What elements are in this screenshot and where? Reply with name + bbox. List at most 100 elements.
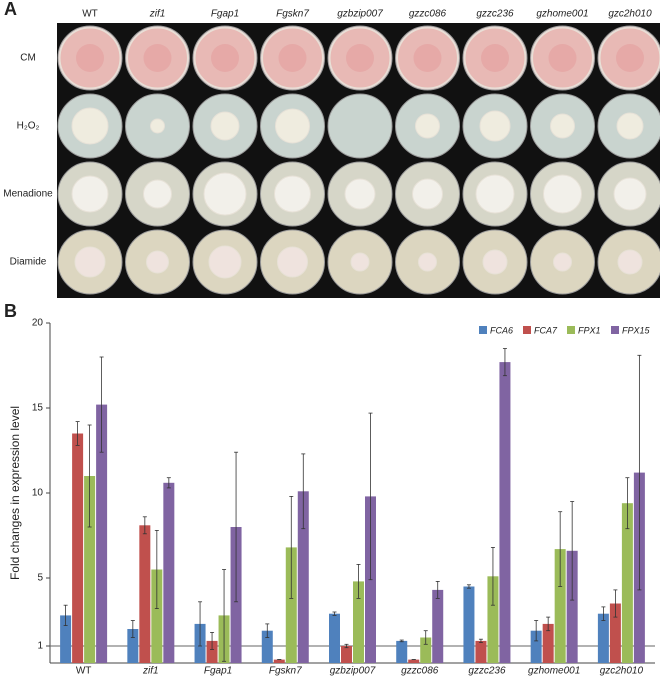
colony — [553, 252, 572, 272]
bar — [84, 476, 96, 663]
colony — [208, 245, 242, 279]
bar — [353, 581, 364, 663]
colony-center — [548, 44, 577, 72]
colony — [418, 252, 437, 272]
colony-center — [278, 44, 307, 72]
bar — [96, 404, 108, 663]
x-tick-label: WT — [76, 666, 92, 677]
column-label: Fgskn7 — [276, 9, 309, 20]
x-tick-label: gzc2h010 — [600, 666, 644, 677]
column-label: zif1 — [149, 9, 166, 20]
column-label: WT — [82, 9, 98, 20]
bar — [285, 547, 297, 663]
bar — [329, 613, 340, 663]
colony — [479, 110, 511, 142]
dish — [327, 93, 393, 159]
column-label: gzhome001 — [536, 9, 588, 20]
colony — [71, 107, 109, 145]
colony — [415, 113, 440, 139]
colony — [74, 246, 106, 278]
colony — [150, 118, 165, 134]
colony — [412, 178, 443, 210]
colony-center — [143, 44, 172, 72]
colony-center — [481, 44, 509, 72]
legend-label: FCA7 — [534, 325, 558, 335]
x-tick-label: gzzc086 — [401, 666, 439, 677]
bar — [597, 613, 609, 663]
bar — [163, 482, 175, 663]
bar — [396, 640, 408, 663]
bar — [487, 576, 499, 663]
x-tick-label: Fgap1 — [204, 666, 232, 677]
y-tick-label: 20 — [32, 318, 44, 329]
colony — [543, 174, 582, 214]
row-label: H₂O₂ — [17, 121, 40, 132]
bar — [273, 659, 285, 663]
bar — [261, 630, 273, 663]
colony — [146, 250, 169, 274]
bar — [530, 630, 542, 663]
y-tick-label: 15 — [32, 403, 44, 414]
bar — [432, 589, 444, 663]
y-tick-label: 1 — [37, 641, 43, 652]
x-tick-label: Fgskn7 — [269, 666, 302, 677]
bar — [206, 640, 218, 663]
bar — [127, 629, 139, 663]
colony — [350, 252, 370, 272]
column-label: gzzc086 — [409, 9, 447, 20]
x-tick-label: gzhome001 — [528, 666, 580, 677]
y-axis-title: Fold changes in expression level — [8, 406, 22, 580]
bar — [72, 433, 84, 663]
bar — [475, 640, 487, 663]
bar — [499, 362, 511, 663]
x-tick-label: gzbzip007 — [330, 666, 376, 677]
bar — [408, 659, 420, 663]
colony-center — [413, 44, 442, 72]
bar — [60, 615, 72, 663]
colony — [274, 175, 311, 213]
bar — [542, 623, 554, 663]
bar — [621, 503, 633, 663]
legend-swatch — [567, 326, 575, 334]
colony — [344, 178, 376, 210]
bar — [554, 549, 566, 663]
bar — [463, 586, 475, 663]
bar — [420, 637, 432, 663]
column-label: Fgap1 — [211, 9, 239, 20]
x-tick-label: gzzc236 — [468, 666, 506, 677]
colony — [210, 111, 240, 141]
y-tick-label: 5 — [37, 573, 43, 584]
colony — [613, 177, 647, 211]
column-label: gzzc236 — [476, 9, 514, 20]
colony — [616, 112, 644, 140]
panel-label: A — [4, 0, 17, 19]
colony — [277, 246, 308, 278]
row-label: Diamide — [10, 257, 47, 268]
colony — [475, 174, 515, 214]
column-label: gzbzip007 — [337, 9, 383, 20]
colony-center — [346, 44, 374, 72]
column-label: gzc2h010 — [608, 9, 652, 20]
colony — [617, 249, 643, 275]
colony-center — [211, 44, 239, 72]
legend-label: FCA6 — [490, 325, 513, 335]
colony — [275, 108, 310, 144]
bar — [151, 569, 163, 663]
colony-center — [616, 44, 644, 72]
bar — [566, 550, 578, 663]
row-label: Menadione — [3, 189, 53, 200]
bar — [297, 491, 309, 663]
colony — [203, 172, 247, 216]
colony — [71, 175, 109, 213]
colony-center — [76, 44, 104, 72]
x-tick-label: zif1 — [142, 666, 159, 677]
row-label: CM — [20, 53, 36, 64]
bar — [139, 525, 151, 663]
legend-swatch — [611, 326, 619, 334]
colony — [143, 179, 172, 209]
legend-swatch — [523, 326, 531, 334]
bar — [341, 646, 352, 663]
legend-label: FPX1 — [578, 325, 601, 335]
legend-swatch — [479, 326, 487, 334]
